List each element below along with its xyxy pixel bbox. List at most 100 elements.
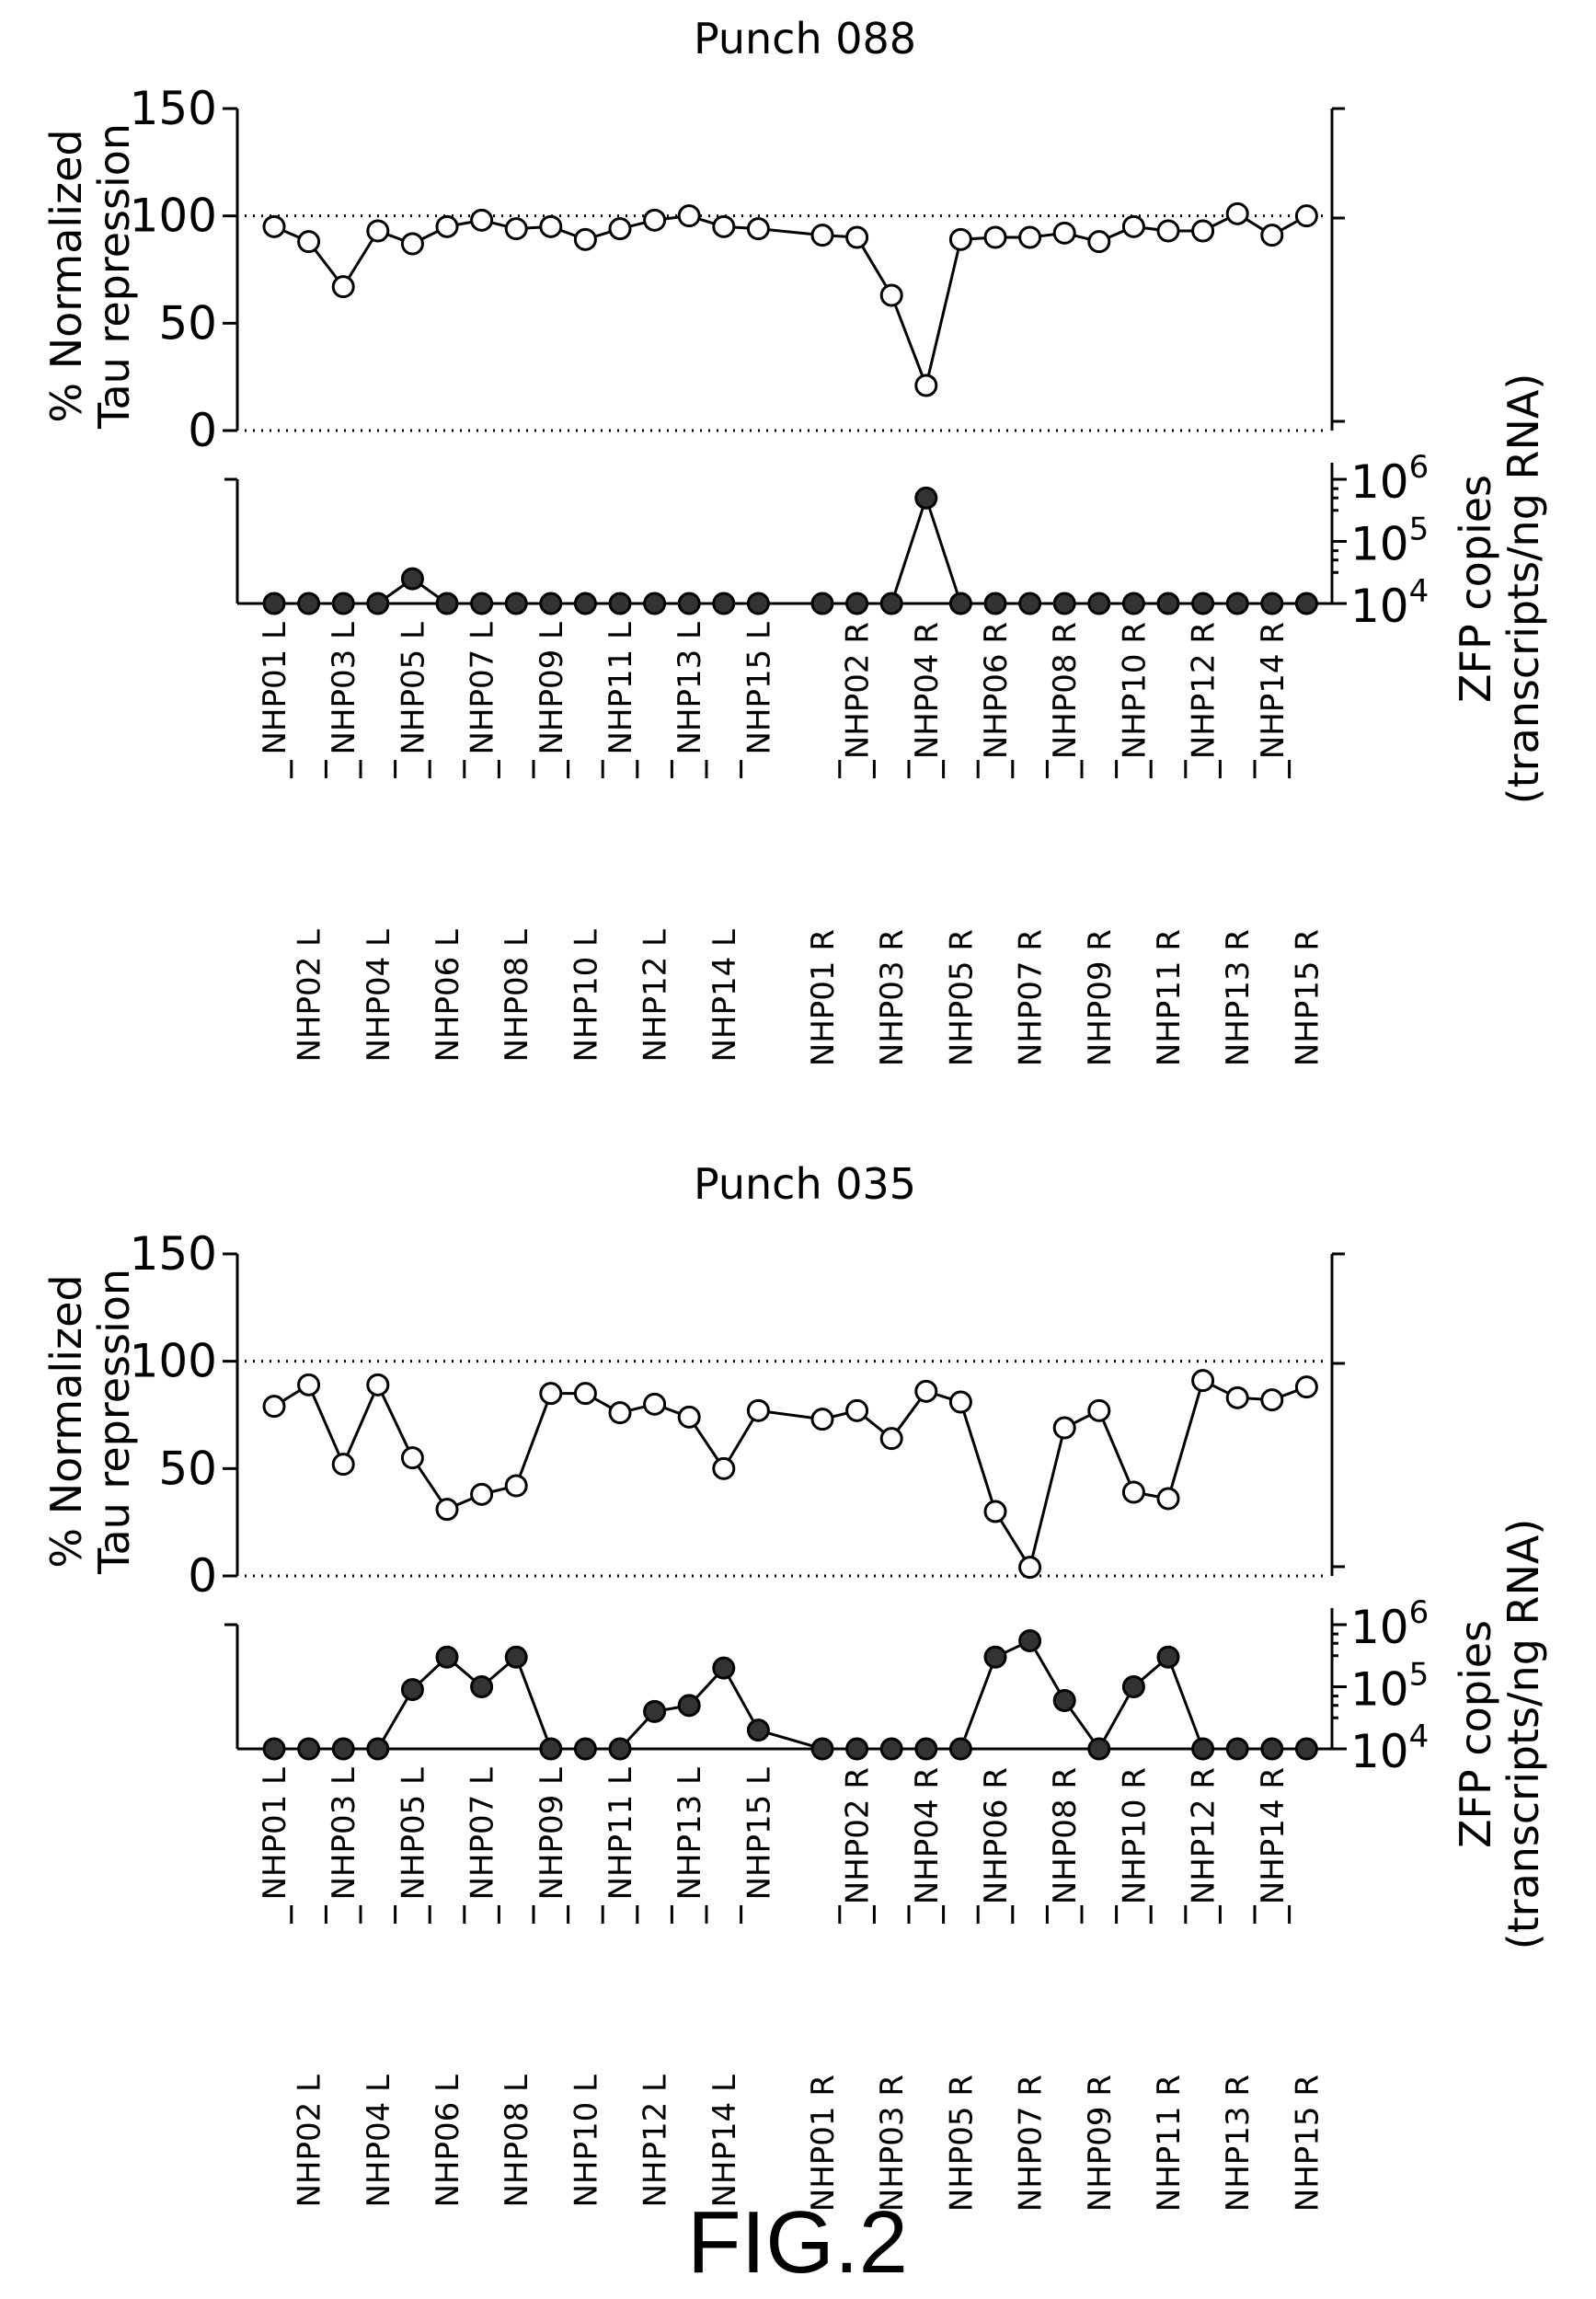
tick-base: 10 [1350, 1725, 1409, 1778]
lower-data-point [331, 1737, 355, 1761]
x-category-label: NHP14 L [706, 2075, 743, 2208]
lower-data-point [1018, 1629, 1042, 1653]
tick-exponent: 5 [1409, 512, 1430, 548]
lower-y-tick-label: 105 [1350, 1657, 1429, 1717]
x-category-label: NHP13 L [672, 622, 708, 755]
lower-data-point [845, 592, 869, 615]
lower-data-point [1018, 592, 1042, 615]
y-axis-label-left: % NormalizedTau repression [41, 123, 139, 430]
x-category-label: NHP12 R [1186, 1767, 1223, 1904]
lower-data-point [1121, 592, 1145, 615]
lower-data-point [677, 1694, 701, 1718]
upper-data-point [1294, 1375, 1318, 1399]
lower-data-point [1052, 592, 1076, 615]
upper-data-point [262, 1395, 286, 1419]
tick-exponent: 4 [1409, 1719, 1430, 1755]
lower-data-point [608, 592, 632, 615]
upper-y-tick-label: 100 [130, 190, 217, 243]
upper-data-point [1052, 1416, 1076, 1440]
upper-data-point [810, 224, 834, 247]
lower-data-point [845, 1737, 869, 1761]
upper-data-point [262, 214, 286, 238]
x-category-label: NHP14 R [1255, 1767, 1292, 1904]
tick-exponent: 6 [1409, 1594, 1430, 1631]
lower-data-point [1121, 1675, 1145, 1698]
x-category-label: NHP14 R [1255, 622, 1292, 759]
y-axis-label-right: ZFP copies(transcripts/ng RNA) [1451, 1519, 1548, 1950]
upper-data-point [400, 232, 424, 256]
x-category-label: NHP06 R [978, 622, 1015, 759]
x-category-label: NHP12 R [1186, 622, 1223, 759]
upper-data-point [1156, 219, 1180, 243]
lower-data-point [435, 1645, 459, 1669]
lower-data-point [539, 1737, 563, 1761]
x-category-label: NHP01 L [257, 1767, 293, 1901]
lower-data-point [948, 1737, 972, 1761]
x-category-label: NHP04 L [361, 929, 397, 1063]
lower-data-point [504, 592, 528, 615]
y-axis-label-right-line: (transcripts/ng RNA) [1498, 374, 1548, 805]
y-axis-label-right-line: (transcripts/ng RNA) [1498, 1519, 1548, 1950]
upper-y-tick-label: 50 [158, 296, 217, 350]
upper-y-tick-label: 100 [130, 1335, 217, 1388]
x-category-label: NHP03 R [874, 2075, 911, 2212]
upper-data-point [1260, 224, 1284, 247]
lower-data-point [712, 592, 736, 615]
lower-data-point [677, 592, 701, 615]
lower-data-point [810, 592, 834, 615]
upper-data-point [712, 1456, 736, 1480]
x-category-label: NHP07 L [465, 1767, 501, 1901]
x-category-label: NHP02 R [840, 622, 877, 759]
upper-data-point [1260, 1388, 1284, 1412]
x-category-label: NHP09 R [1082, 2075, 1119, 2212]
upper-data-point [366, 219, 390, 243]
lower-data-point [573, 592, 597, 615]
x-category-label: NHP06 L [430, 2075, 466, 2208]
upper-data-point [712, 214, 736, 238]
upper-data-point [845, 1398, 869, 1422]
lower-data-point [400, 1678, 424, 1702]
lower-data-point [914, 1737, 938, 1761]
tick-base: 10 [1350, 1601, 1409, 1654]
lower-data-point [879, 1737, 903, 1761]
upper-data-point [297, 230, 321, 254]
y-axis-label-left-line: % Normalized [41, 129, 91, 422]
upper-data-point [948, 1390, 972, 1414]
x-category-label: NHP05 L [395, 622, 431, 755]
upper-data-point [1087, 1398, 1111, 1422]
x-category-label: NHP10 R [1116, 622, 1153, 759]
x-category-label: NHP04 R [909, 622, 946, 759]
x-category-label: NHP10 L [568, 929, 604, 1063]
upper-data-point [504, 1474, 528, 1498]
lower-data-point [366, 592, 390, 615]
x-category-label: NHP08 R [1047, 1767, 1084, 1904]
lower-data-point [297, 592, 321, 615]
x-category-label: NHP10 R [1116, 1767, 1153, 1904]
x-category-label: NHP11 R [1151, 2075, 1188, 2212]
lower-data-point [470, 1675, 494, 1698]
lower-data-point [983, 592, 1007, 615]
upper-y-tick-label: 0 [188, 1549, 217, 1603]
lower-data-point [746, 1719, 770, 1742]
upper-data-point [608, 217, 632, 241]
upper-y-tick-label: 0 [188, 404, 217, 457]
lower-data-point [262, 592, 286, 615]
lower-data-point [539, 592, 563, 615]
upper-data-point [400, 1446, 424, 1470]
y-axis-label-left-line: Tau repression [89, 1269, 139, 1575]
x-category-label: NHP03 R [874, 929, 911, 1066]
lower-data-point [331, 592, 355, 615]
figure-label: FIG.2 [687, 2193, 908, 2292]
upper-data-point [1191, 1369, 1215, 1393]
chart-title: Punch 035 [694, 1159, 916, 1209]
upper-data-point [1087, 230, 1111, 254]
x-category-label: NHP12 L [637, 929, 674, 1063]
chart-panel-punch-088: Punch 088 % NormalizedTau repression ZFP c… [41, 14, 1548, 1066]
x-category-label: NHP04 L [361, 2075, 397, 2208]
y-axis-label-left: % NormalizedTau repression [41, 1269, 139, 1575]
y-axis-label-right-line: ZFP copies [1451, 475, 1500, 703]
x-category-label: NHP09 L [534, 1767, 570, 1901]
lower-data-point [1225, 592, 1249, 615]
x-category-label: NHP10 L [568, 2075, 604, 2208]
